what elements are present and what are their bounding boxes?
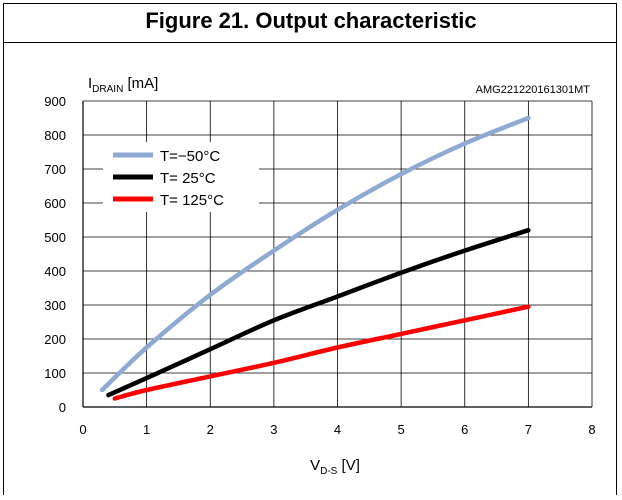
y-tick-labels: 0 100 200 300 400 500 600 700 800 900	[44, 94, 66, 415]
x-tick-3: 3	[270, 422, 277, 437]
series-line-0	[99, 115, 531, 393]
y-tick-300: 300	[44, 298, 66, 313]
x-tick-4: 4	[334, 422, 341, 437]
legend-label-125: T= 125°C	[160, 192, 224, 209]
y-tick-400: 400	[44, 264, 66, 279]
title-divider	[3, 42, 617, 43]
series-line-2	[112, 304, 531, 401]
grid	[82, 100, 593, 408]
y-tick-100: 100	[44, 366, 66, 381]
x-tick-labels: 0 1 2 3 4 5 6 7 8	[79, 422, 595, 437]
series-lines	[99, 115, 531, 401]
legend: T=−50°C T= 25°C T= 125°C	[103, 142, 259, 212]
y-tick-800: 800	[44, 128, 66, 143]
legend-label-minus50: T=−50°C	[160, 148, 220, 165]
y-tick-0: 0	[59, 400, 66, 415]
x-tick-1: 1	[143, 422, 150, 437]
figure-code: AMG221220161301MT	[476, 84, 591, 96]
y-tick-700: 700	[44, 162, 66, 177]
x-tick-8: 8	[588, 422, 595, 437]
legend-label-25: T= 25°C	[160, 170, 216, 187]
y-tick-600: 600	[44, 196, 66, 211]
series-line-1	[106, 227, 531, 398]
x-tick-2: 2	[207, 422, 214, 437]
x-tick-0: 0	[79, 422, 86, 437]
x-tick-5: 5	[398, 422, 405, 437]
figure-title: Figure 21. Output characteristic	[145, 8, 477, 33]
y-tick-500: 500	[44, 230, 66, 245]
figure-frame	[3, 3, 617, 495]
y-tick-200: 200	[44, 332, 66, 347]
y-tick-900: 900	[44, 94, 66, 109]
x-tick-7: 7	[525, 422, 532, 437]
x-tick-6: 6	[461, 422, 468, 437]
y-axis-label: IDRAIN [mA]	[88, 75, 158, 95]
x-axis-label: VD-S [V]	[310, 457, 360, 477]
